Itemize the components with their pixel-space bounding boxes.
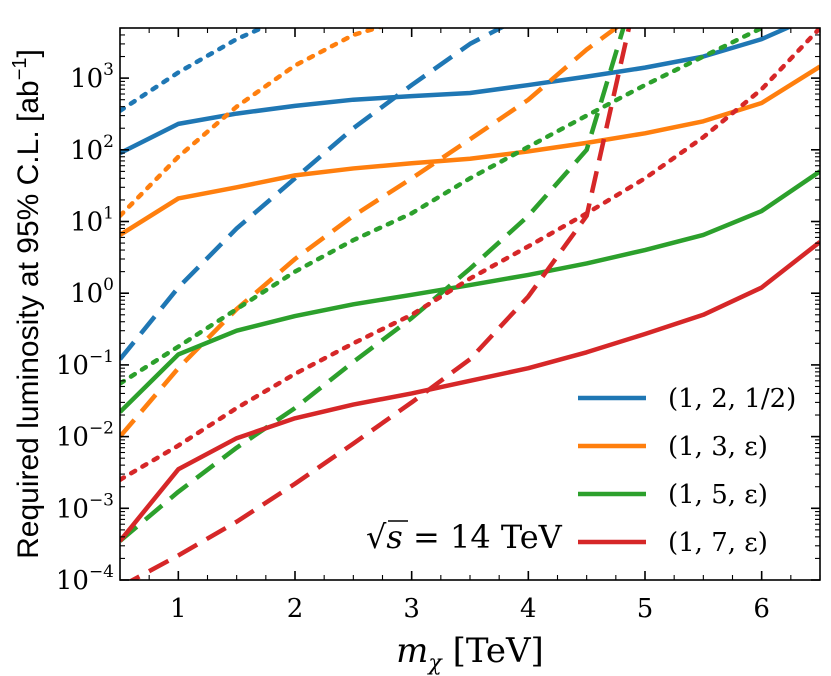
- series-line-4-solid: [120, 64, 820, 237]
- series-line-3-dotted: [120, 28, 268, 114]
- legend: (1, 2, 1/2) (1, 3, ε) (1, 5, ε) (1, 7, ε): [578, 384, 796, 558]
- series-line-11-dashed: [128, 28, 632, 580]
- series-line-6-dotted: [120, 28, 385, 219]
- x-tick-label: 1: [170, 594, 187, 624]
- axis-ticks: 1 2 3 4 5 6 10−4 10−3 10−2 10−1 100 101 102 103: [56, 27, 821, 624]
- y-tick-label: 103: [70, 60, 114, 94]
- sqrt-s-label: √s = 14 TeV: [366, 518, 563, 556]
- series-line-5-dashed: [120, 28, 620, 439]
- series-line-12-dotted: [120, 28, 820, 483]
- x-tick-label: 2: [287, 594, 304, 624]
- series-line-10-solid: [120, 240, 820, 543]
- legend-label: (1, 3, ε): [668, 432, 768, 462]
- y-tick-label: 10−2: [56, 419, 114, 453]
- y-tick-label: 10−3: [56, 490, 114, 524]
- x-axis-title: mχ [TeV]: [396, 631, 544, 676]
- x-tick-label: 6: [753, 594, 770, 624]
- legend-label: (1, 5, ε): [668, 480, 768, 510]
- x-tick-label: 5: [637, 594, 654, 624]
- y-tick-label: 101: [70, 204, 114, 238]
- series-line-2-dashed: [120, 28, 506, 361]
- series-line-9-dotted: [120, 28, 764, 386]
- x-tick-label: 4: [520, 594, 537, 624]
- series-layer: [120, 28, 820, 580]
- legend-label: (1, 7, ε): [668, 528, 768, 558]
- series-line-8-dashed: [120, 28, 626, 543]
- energy-annotation: √s = 14 TeV: [366, 518, 563, 556]
- x-tick-label: 3: [403, 594, 420, 624]
- series-line-7-solid: [120, 169, 820, 414]
- legend-label: (1, 2, 1/2): [668, 384, 796, 414]
- y-tick-label: 10−4: [56, 562, 114, 596]
- y-tick-label: 100: [70, 275, 114, 309]
- y-tick-label: 10−1: [56, 347, 114, 381]
- y-axis-title: Required luminosity at 95% C.L. [ab−1]: [9, 49, 45, 559]
- y-tick-label: 102: [70, 132, 114, 166]
- axis-titles: mχ [TeV] Required luminosity at 95% C.L. …: [9, 49, 544, 676]
